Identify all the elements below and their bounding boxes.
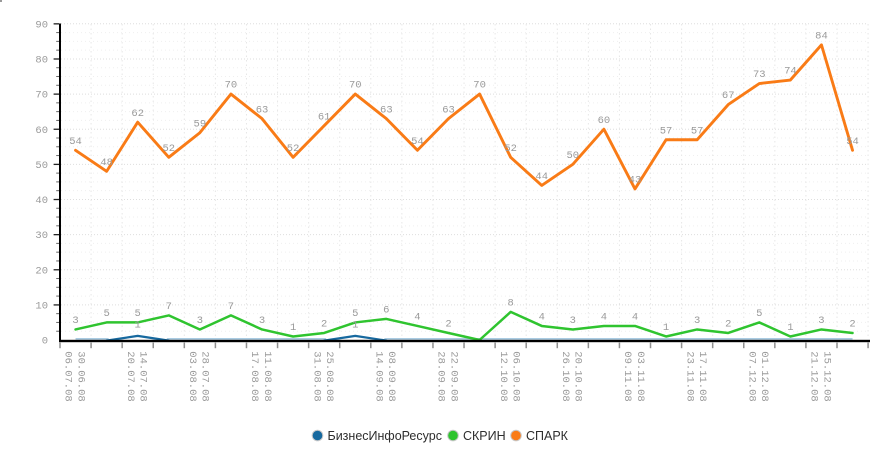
svg-text:5: 5	[103, 308, 109, 320]
svg-text:5: 5	[352, 308, 358, 320]
svg-text:52: 52	[287, 143, 300, 155]
svg-text:3: 3	[259, 315, 265, 327]
svg-text:0: 0	[42, 336, 48, 348]
svg-text:44: 44	[535, 171, 548, 183]
svg-text:7: 7	[166, 301, 172, 313]
svg-text:2: 2	[445, 319, 451, 331]
svg-text:43: 43	[629, 175, 642, 187]
svg-text:20: 20	[35, 265, 48, 277]
svg-text:74: 74	[784, 66, 797, 78]
svg-text:30: 30	[35, 230, 48, 242]
svg-text:08.09.0814.09.08: 08.09.0814.09.08	[372, 351, 397, 401]
svg-text:20.10.0826.10.08: 20.10.0826.10.08	[559, 351, 584, 401]
svg-text:4: 4	[601, 312, 607, 324]
svg-text:4: 4	[632, 312, 638, 324]
svg-text:84: 84	[815, 30, 828, 42]
svg-text:60: 60	[35, 125, 48, 137]
svg-text:61: 61	[318, 111, 331, 123]
svg-text:52: 52	[162, 143, 175, 155]
svg-text:1: 1	[352, 319, 358, 331]
svg-text:25.08.0831.08.08: 25.08.0831.08.08	[310, 351, 335, 401]
svg-text:БизнесИнфоРесурс: БизнесИнфоРесурс	[328, 429, 442, 443]
svg-text:54: 54	[846, 136, 859, 148]
svg-text:2: 2	[321, 319, 327, 331]
svg-text:17.11.0823.11.08: 17.11.0823.11.08	[683, 351, 708, 401]
svg-text:70: 70	[473, 80, 486, 92]
svg-text:3: 3	[694, 315, 700, 327]
svg-text:22.09.0828.09.08: 22.09.0828.09.08	[435, 351, 460, 401]
svg-text:50: 50	[567, 150, 580, 162]
svg-text:15.12.0821.12.08: 15.12.0821.12.08	[808, 351, 833, 401]
svg-text:73: 73	[753, 69, 766, 81]
svg-text:1: 1	[663, 322, 669, 334]
svg-text:63: 63	[442, 104, 455, 116]
svg-text:5: 5	[756, 308, 762, 320]
svg-text:4: 4	[414, 312, 420, 324]
svg-text:4: 4	[539, 312, 545, 324]
svg-text:50: 50	[35, 160, 48, 172]
svg-text:63: 63	[380, 104, 393, 116]
svg-text:3: 3	[72, 315, 78, 327]
svg-text:2: 2	[725, 319, 731, 331]
svg-text:14.07.0820.07.08: 14.07.0820.07.08	[124, 351, 149, 401]
svg-text:57: 57	[691, 125, 704, 137]
svg-text:70: 70	[349, 80, 362, 92]
svg-text:57: 57	[660, 125, 673, 137]
svg-text:59: 59	[194, 118, 207, 130]
svg-text:01.12.0807.12.08: 01.12.0807.12.08	[745, 351, 770, 401]
svg-text:70: 70	[35, 90, 48, 102]
svg-text:3: 3	[570, 315, 576, 327]
svg-text:6: 6	[383, 305, 389, 317]
svg-text:3: 3	[197, 315, 203, 327]
svg-text:7: 7	[228, 301, 234, 313]
svg-text:52: 52	[504, 143, 517, 155]
svg-text:48: 48	[100, 157, 113, 169]
svg-text:03.11.0809.11.08: 03.11.0809.11.08	[621, 351, 646, 401]
svg-text:40: 40	[35, 195, 48, 207]
svg-text:80: 80	[35, 55, 48, 67]
svg-text:54: 54	[69, 136, 82, 148]
svg-text:1: 1	[787, 322, 793, 334]
svg-text:54: 54	[411, 136, 424, 148]
svg-text:28.07.0803.08.08: 28.07.0803.08.08	[186, 351, 211, 401]
svg-text:10: 10	[35, 300, 48, 312]
svg-text:11.08.0817.08.08: 11.08.0817.08.08	[248, 351, 273, 401]
svg-text:30.06.0806.07.08: 30.06.0806.07.08	[62, 351, 87, 401]
svg-text:06.10.0812.10.08: 06.10.0812.10.08	[497, 351, 522, 401]
svg-text:60: 60	[598, 115, 611, 127]
svg-text:1: 1	[135, 319, 141, 331]
svg-text:2: 2	[849, 319, 855, 331]
svg-text:СПАРК: СПАРК	[526, 429, 569, 443]
svg-text:5: 5	[135, 308, 141, 320]
svg-text:8: 8	[508, 297, 514, 309]
svg-text:90: 90	[35, 19, 48, 31]
svg-text:67: 67	[722, 90, 735, 102]
svg-text:1: 1	[290, 322, 296, 334]
svg-text:70: 70	[225, 80, 238, 92]
svg-text:3: 3	[818, 315, 824, 327]
svg-text:63: 63	[256, 104, 269, 116]
svg-text:СКРИН: СКРИН	[463, 429, 506, 443]
svg-text:62: 62	[131, 108, 144, 120]
